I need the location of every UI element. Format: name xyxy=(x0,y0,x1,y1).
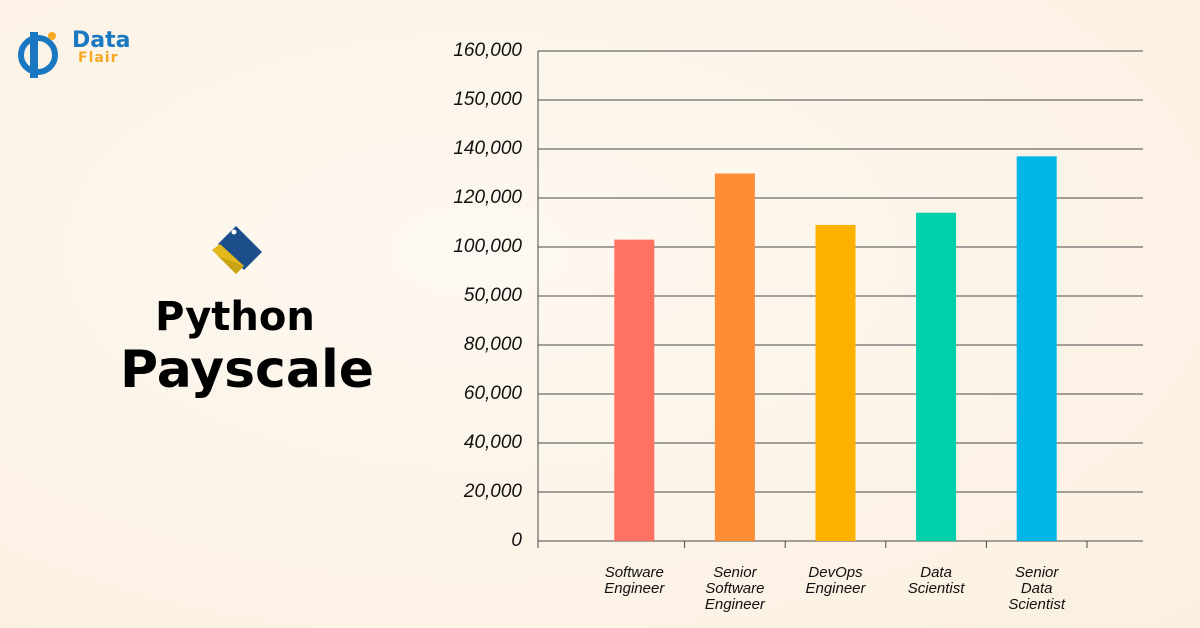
y-tick-label: 60,000 xyxy=(464,383,523,404)
y-tick-label: 100,000 xyxy=(453,236,522,257)
x-tick-label: Data Scientist xyxy=(907,564,965,597)
x-tick-label: DevOps Engineer xyxy=(805,564,866,597)
y-tick-label: 140,000 xyxy=(453,138,522,159)
x-tick-label: Senior Data Scientist xyxy=(1008,564,1066,613)
logo-word: Flair xyxy=(78,50,119,66)
bar xyxy=(815,224,856,541)
bar xyxy=(714,173,755,541)
heading-line: Payscale xyxy=(120,340,375,400)
logo-mark xyxy=(18,32,58,78)
y-tick-label: 150,000 xyxy=(453,89,522,110)
y-tick-label: 50,000 xyxy=(464,285,523,306)
python-icon xyxy=(212,226,262,274)
y-tick-label: 40,000 xyxy=(464,432,523,453)
x-tick-label: Software Engineer xyxy=(604,564,665,597)
bar xyxy=(1016,156,1057,541)
x-tick-label: Senior Software Engineer xyxy=(704,564,765,613)
bar xyxy=(614,239,655,541)
bar xyxy=(916,212,957,541)
heading-line: Python xyxy=(155,294,315,340)
y-tick-label: 80,000 xyxy=(464,334,523,355)
y-tick-label: 120,000 xyxy=(453,187,522,208)
logo-word: Data xyxy=(72,28,131,53)
y-tick-label: 160,000 xyxy=(453,40,522,61)
y-tick-label: 20,000 xyxy=(463,481,523,502)
y-tick-label: 0 xyxy=(511,530,522,551)
